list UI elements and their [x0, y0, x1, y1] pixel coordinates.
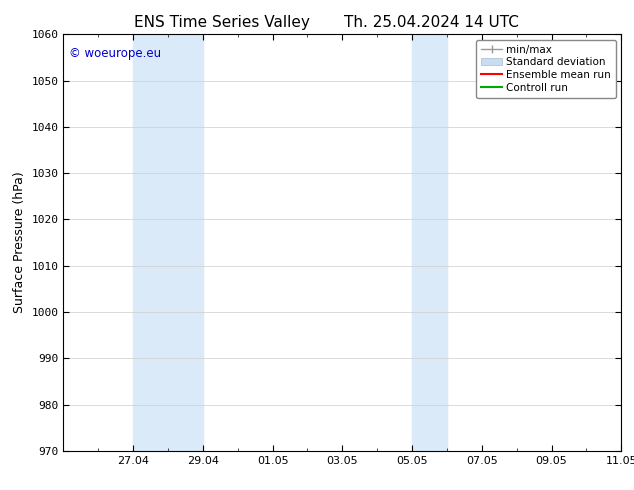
- Text: Th. 25.04.2024 14 UTC: Th. 25.04.2024 14 UTC: [344, 15, 519, 30]
- Bar: [412, 34, 447, 451]
- Y-axis label: Surface Pressure (hPa): Surface Pressure (hPa): [13, 172, 26, 314]
- Legend: min/max, Standard deviation, Ensemble mean run, Controll run: min/max, Standard deviation, Ensemble me…: [476, 40, 616, 98]
- Text: © woeurope.eu: © woeurope.eu: [69, 47, 161, 60]
- Text: ENS Time Series Valley: ENS Time Series Valley: [134, 15, 310, 30]
- Bar: [133, 34, 203, 451]
- Bar: [621, 34, 634, 451]
